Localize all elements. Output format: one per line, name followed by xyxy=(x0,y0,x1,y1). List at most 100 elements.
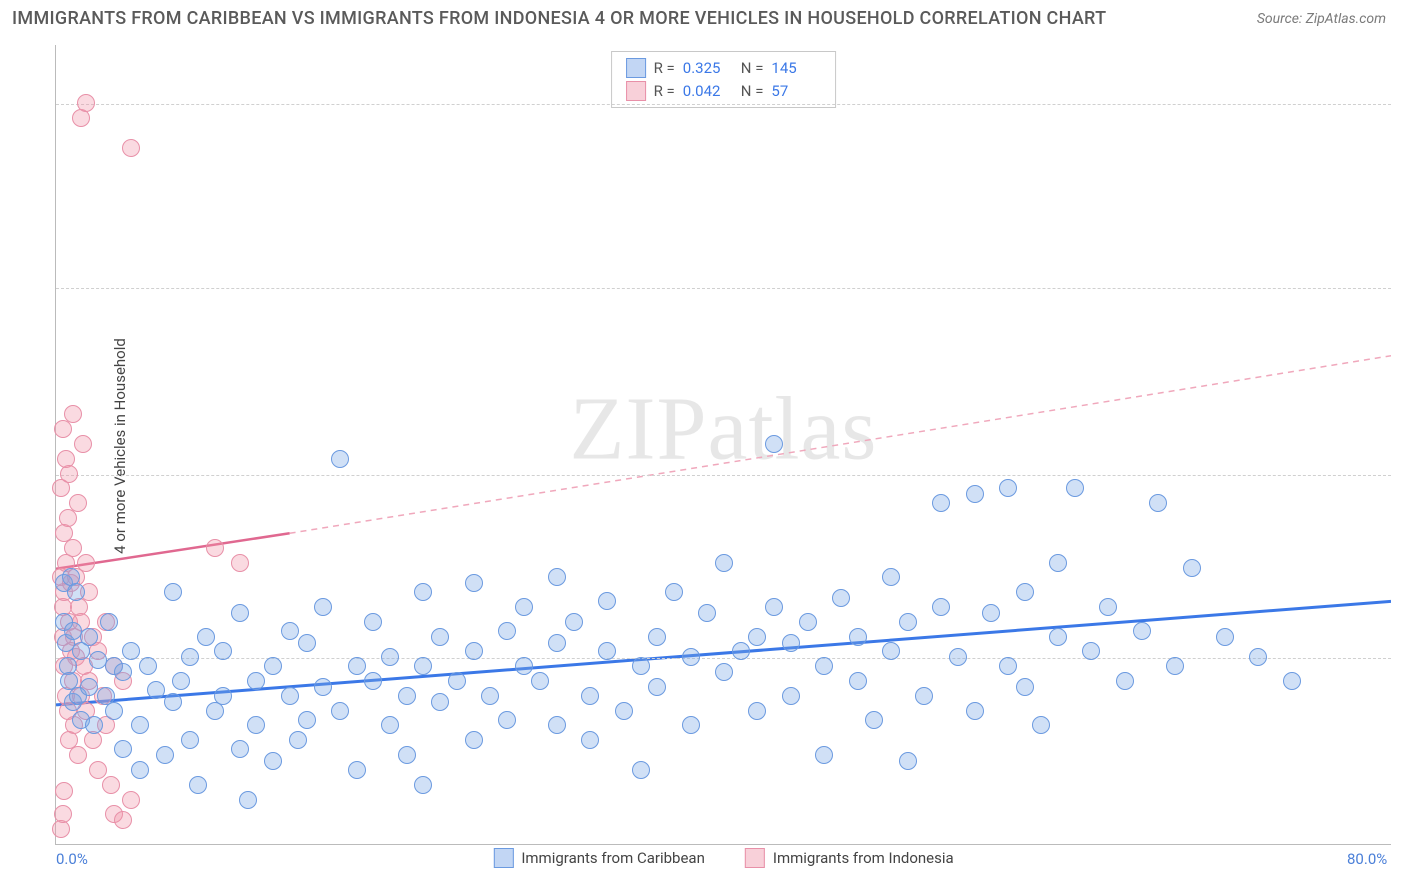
n-value-caribbean: 145 xyxy=(771,57,821,80)
indonesia-point xyxy=(102,776,120,794)
caribbean-point xyxy=(782,687,800,705)
caribbean-point xyxy=(465,731,483,749)
caribbean-point xyxy=(231,740,249,758)
indonesia-point xyxy=(54,805,72,823)
indonesia-point xyxy=(60,465,78,483)
caribbean-point xyxy=(348,761,366,779)
indonesia-point xyxy=(206,539,224,557)
caribbean-point xyxy=(114,663,132,681)
caribbean-point xyxy=(665,583,683,601)
caribbean-point xyxy=(122,642,140,660)
caribbean-point xyxy=(398,687,416,705)
caribbean-point xyxy=(100,613,118,631)
caribbean-point xyxy=(765,435,783,453)
y-tick-label: 18.8% xyxy=(1396,279,1406,297)
caribbean-point xyxy=(999,479,1017,497)
n-label: N = xyxy=(741,80,764,103)
caribbean-point xyxy=(1032,716,1050,734)
caribbean-point xyxy=(1183,559,1201,577)
caribbean-point xyxy=(264,657,282,675)
caribbean-point xyxy=(1216,628,1234,646)
caribbean-point xyxy=(131,716,149,734)
indonesia-point xyxy=(89,761,107,779)
caribbean-point xyxy=(865,711,883,729)
caribbean-point xyxy=(1249,648,1267,666)
stats-row-caribbean: R = 0.325 N = 145 xyxy=(626,57,822,80)
caribbean-point xyxy=(1099,598,1117,616)
caribbean-point xyxy=(715,663,733,681)
legend-label-caribbean: Immigrants from Caribbean xyxy=(521,849,705,867)
caribbean-point xyxy=(515,598,533,616)
caribbean-point xyxy=(765,598,783,616)
caribbean-point xyxy=(1133,622,1151,640)
r-value-indonesia: 0.042 xyxy=(683,80,733,103)
swatch-pink xyxy=(626,81,646,101)
caribbean-point xyxy=(882,568,900,586)
caribbean-point xyxy=(498,622,516,640)
caribbean-point xyxy=(364,613,382,631)
caribbean-point xyxy=(381,648,399,666)
swatch-pink-icon xyxy=(745,848,765,868)
caribbean-point xyxy=(264,752,282,770)
caribbean-point xyxy=(414,776,432,794)
caribbean-point xyxy=(498,711,516,729)
indonesia-point xyxy=(74,435,92,453)
caribbean-point xyxy=(67,583,85,601)
caribbean-point xyxy=(1016,583,1034,601)
caribbean-point xyxy=(239,791,257,809)
series-legend: Immigrants from Caribbean Immigrants fro… xyxy=(493,848,953,868)
caribbean-point xyxy=(548,568,566,586)
caribbean-point xyxy=(598,642,616,660)
indonesia-point xyxy=(64,539,82,557)
stats-legend: R = 0.325 N = 145 R = 0.042 N = 57 xyxy=(611,51,837,108)
caribbean-point xyxy=(80,628,98,646)
watermark: ZIPatlas xyxy=(570,377,878,480)
caribbean-point xyxy=(156,746,174,764)
caribbean-point xyxy=(581,687,599,705)
caribbean-point xyxy=(231,604,249,622)
caribbean-point xyxy=(698,604,716,622)
caribbean-point xyxy=(398,746,416,764)
caribbean-point xyxy=(298,711,316,729)
caribbean-point xyxy=(465,642,483,660)
caribbean-point xyxy=(849,672,867,690)
caribbean-point xyxy=(214,642,232,660)
caribbean-point xyxy=(80,678,98,696)
caribbean-point xyxy=(1116,672,1134,690)
caribbean-point xyxy=(632,761,650,779)
caribbean-point xyxy=(448,672,466,690)
caribbean-point xyxy=(181,731,199,749)
caribbean-point xyxy=(431,693,449,711)
caribbean-point xyxy=(548,716,566,734)
caribbean-point xyxy=(782,634,800,652)
caribbean-point xyxy=(172,672,190,690)
caribbean-point xyxy=(849,628,867,646)
caribbean-point xyxy=(715,554,733,572)
chart-title: IMMIGRANTS FROM CARIBBEAN VS IMMIGRANTS … xyxy=(12,8,1106,29)
caribbean-point xyxy=(481,687,499,705)
n-value-indonesia: 57 xyxy=(771,80,801,103)
caribbean-point xyxy=(465,574,483,592)
caribbean-point xyxy=(131,761,149,779)
caribbean-point xyxy=(632,657,650,675)
indonesia-point xyxy=(69,746,87,764)
caribbean-point xyxy=(515,657,533,675)
caribbean-point xyxy=(289,731,307,749)
caribbean-point xyxy=(899,613,917,631)
caribbean-point xyxy=(598,592,616,610)
caribbean-point xyxy=(414,583,432,601)
caribbean-point xyxy=(314,678,332,696)
gridline xyxy=(56,658,1391,659)
caribbean-point xyxy=(181,648,199,666)
caribbean-point xyxy=(298,634,316,652)
indonesia-point xyxy=(69,494,87,512)
caribbean-point xyxy=(381,716,399,734)
caribbean-point xyxy=(799,613,817,631)
caribbean-point xyxy=(932,598,950,616)
caribbean-point xyxy=(1049,628,1067,646)
caribbean-point xyxy=(648,628,666,646)
caribbean-point xyxy=(147,681,165,699)
indonesia-point xyxy=(55,782,73,800)
gridline xyxy=(56,475,1391,476)
y-tick-label: 25.0% xyxy=(1396,95,1406,113)
